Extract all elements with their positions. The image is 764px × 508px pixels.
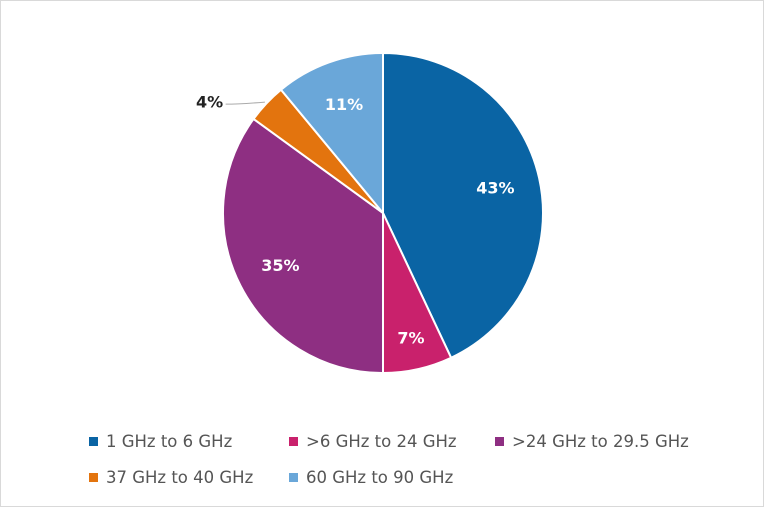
legend-item-1-6ghz: 1 GHz to 6 GHz xyxy=(89,432,289,451)
data-label: 35% xyxy=(261,256,299,275)
legend-label: 37 GHz to 40 GHz xyxy=(106,467,254,487)
legend-label: >6 GHz to 24 GHz xyxy=(306,431,457,451)
legend-swatch xyxy=(289,472,298,482)
legend-label: 60 GHz to 90 GHz xyxy=(306,467,454,487)
legend: 1 GHz to 6 GHz >6 GHz to 24 GHz >24 GHz … xyxy=(89,423,749,495)
legend-swatch xyxy=(89,436,98,446)
legend-label: 1 GHz to 6 GHz xyxy=(106,431,233,451)
legend-swatch xyxy=(89,472,98,482)
legend-label: >24 GHz to 29.5 GHz xyxy=(512,431,689,451)
legend-swatch xyxy=(495,436,504,446)
data-label: 4% xyxy=(196,93,223,112)
legend-item-6-24ghz: >6 GHz to 24 GHz xyxy=(289,432,495,451)
legend-swatch xyxy=(289,436,298,446)
legend-row: 37 GHz to 40 GHz 60 GHz to 90 GHz xyxy=(89,459,749,495)
legend-item-60-90ghz: 60 GHz to 90 GHz xyxy=(289,468,495,487)
data-label: 7% xyxy=(397,328,424,347)
data-label: 43% xyxy=(476,178,514,197)
legend-item-37-40ghz: 37 GHz to 40 GHz xyxy=(89,468,289,487)
legend-row: 1 GHz to 6 GHz >6 GHz to 24 GHz >24 GHz … xyxy=(89,423,749,459)
pie-slice-60-ghz-to-90-ghz xyxy=(280,52,384,214)
legend-item-24-29-5ghz: >24 GHz to 29.5 GHz xyxy=(495,432,689,451)
data-label: 11% xyxy=(325,95,363,114)
leader-line xyxy=(225,101,265,105)
pie-slice-24-ghz-to-29-5-ghz xyxy=(222,117,384,374)
pie-slice-1-ghz-to-6-ghz xyxy=(382,52,544,359)
